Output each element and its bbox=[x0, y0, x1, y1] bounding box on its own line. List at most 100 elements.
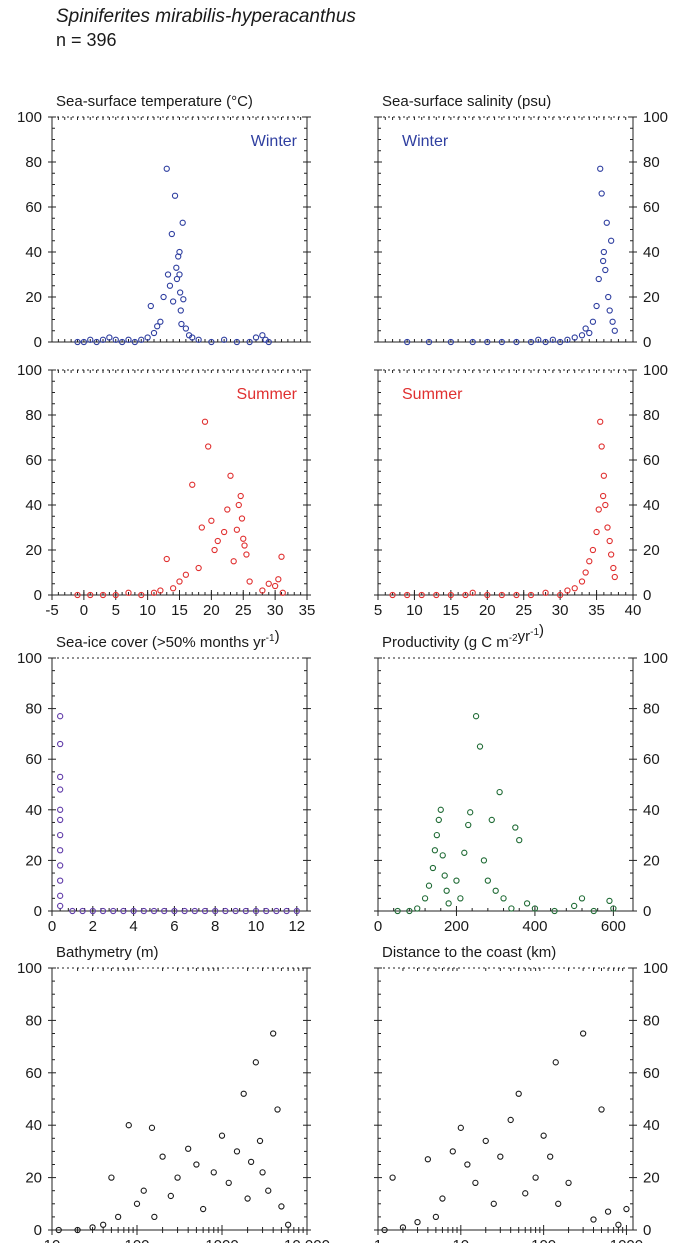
x-tick-label: 20 bbox=[479, 602, 496, 619]
y-tick-label: 60 bbox=[643, 452, 660, 469]
data-point bbox=[195, 564, 202, 572]
data-point bbox=[114, 1213, 122, 1221]
x-tick-label: 0 bbox=[48, 918, 56, 935]
x-tick-label: 25 bbox=[515, 602, 532, 619]
data-point bbox=[169, 585, 177, 592]
data-point bbox=[265, 1187, 272, 1194]
data-point bbox=[480, 857, 488, 864]
data-point bbox=[429, 864, 437, 872]
data-point bbox=[133, 1200, 141, 1207]
data-point bbox=[100, 1221, 107, 1228]
title-text: Sea-surface salinity (psu) bbox=[382, 93, 551, 110]
data-point bbox=[171, 907, 178, 915]
data-point bbox=[482, 1137, 489, 1145]
data-point bbox=[472, 713, 480, 720]
data-point bbox=[556, 591, 564, 599]
data-point bbox=[246, 578, 253, 585]
x-tick-label: 10 bbox=[406, 602, 423, 619]
x-tick-label: 15 bbox=[443, 602, 460, 619]
data-point bbox=[445, 900, 452, 907]
season-label: Winter bbox=[251, 133, 298, 150]
data-point bbox=[93, 338, 100, 346]
data-point bbox=[199, 1205, 207, 1213]
data-point bbox=[125, 1122, 132, 1129]
data-point bbox=[106, 334, 113, 341]
x-tick-label: 4 bbox=[129, 918, 137, 935]
data-point bbox=[233, 338, 241, 346]
data-point bbox=[542, 338, 549, 346]
data-point bbox=[185, 1145, 192, 1152]
y-tick-label: 20 bbox=[25, 289, 42, 306]
data-point bbox=[74, 591, 81, 599]
y-tick-label: 0 bbox=[643, 1222, 651, 1239]
data-point bbox=[247, 1158, 255, 1166]
y-tick-label: 20 bbox=[643, 852, 660, 869]
data-point bbox=[597, 418, 604, 425]
data-point bbox=[99, 907, 107, 915]
data-point bbox=[57, 740, 64, 748]
data-point bbox=[160, 293, 167, 301]
data-point bbox=[465, 821, 472, 829]
y-tick-label: 0 bbox=[643, 587, 651, 604]
data-point bbox=[611, 573, 618, 581]
data-point bbox=[549, 336, 557, 343]
data-point bbox=[457, 895, 464, 902]
season-label: Summer bbox=[402, 386, 463, 403]
data-point bbox=[484, 338, 491, 346]
data-point bbox=[439, 852, 446, 859]
data-point bbox=[176, 289, 184, 296]
data-point bbox=[523, 900, 531, 907]
data-point bbox=[278, 553, 285, 560]
y-tick-label: 100 bbox=[17, 362, 42, 379]
x-tick-label: 100 bbox=[531, 1237, 556, 1243]
data-point bbox=[516, 837, 523, 844]
data-point bbox=[99, 591, 107, 599]
data-point bbox=[225, 1179, 232, 1186]
y-tick-label: 60 bbox=[643, 199, 660, 216]
data-point bbox=[500, 895, 507, 902]
x-tick-label: 5 bbox=[374, 602, 382, 619]
data-point bbox=[167, 1192, 174, 1200]
data-point bbox=[273, 907, 280, 915]
x-tick-label: 12 bbox=[288, 918, 305, 935]
data-point bbox=[476, 743, 484, 750]
data-point bbox=[498, 338, 506, 346]
data-point bbox=[57, 892, 64, 899]
data-point bbox=[527, 591, 535, 599]
data-point bbox=[593, 528, 600, 536]
data-point bbox=[177, 307, 184, 314]
title-part: yr bbox=[518, 628, 531, 645]
data-point bbox=[571, 902, 578, 910]
data-point bbox=[531, 905, 539, 912]
data-point bbox=[488, 816, 495, 824]
data-point bbox=[164, 271, 172, 278]
title-text: Bathymetry (m) bbox=[56, 944, 159, 961]
data-point bbox=[161, 907, 168, 915]
data-point bbox=[270, 1030, 277, 1037]
data-point bbox=[284, 1221, 292, 1228]
data-point bbox=[278, 1203, 285, 1210]
x-tick-label: 600 bbox=[601, 918, 626, 935]
y-tick-label: 100 bbox=[643, 650, 668, 667]
data-point bbox=[232, 907, 239, 915]
x-tick-label: 200 bbox=[444, 918, 469, 935]
data-point bbox=[87, 591, 94, 599]
data-point bbox=[582, 569, 589, 576]
data-point bbox=[597, 165, 604, 172]
data-point bbox=[263, 907, 270, 915]
data-point bbox=[108, 1174, 115, 1181]
data-point bbox=[57, 713, 64, 720]
data-point bbox=[222, 907, 229, 915]
data-point bbox=[599, 492, 607, 500]
data-point bbox=[414, 905, 421, 912]
data-point bbox=[237, 492, 244, 500]
data-point bbox=[441, 872, 448, 879]
data-point bbox=[532, 1174, 539, 1181]
y-tick-label: 40 bbox=[643, 1117, 660, 1134]
data-point bbox=[593, 302, 600, 310]
data-point bbox=[80, 338, 88, 346]
data-point bbox=[201, 907, 209, 915]
y-tick-label: 0 bbox=[34, 334, 42, 351]
data-point bbox=[274, 1106, 281, 1113]
